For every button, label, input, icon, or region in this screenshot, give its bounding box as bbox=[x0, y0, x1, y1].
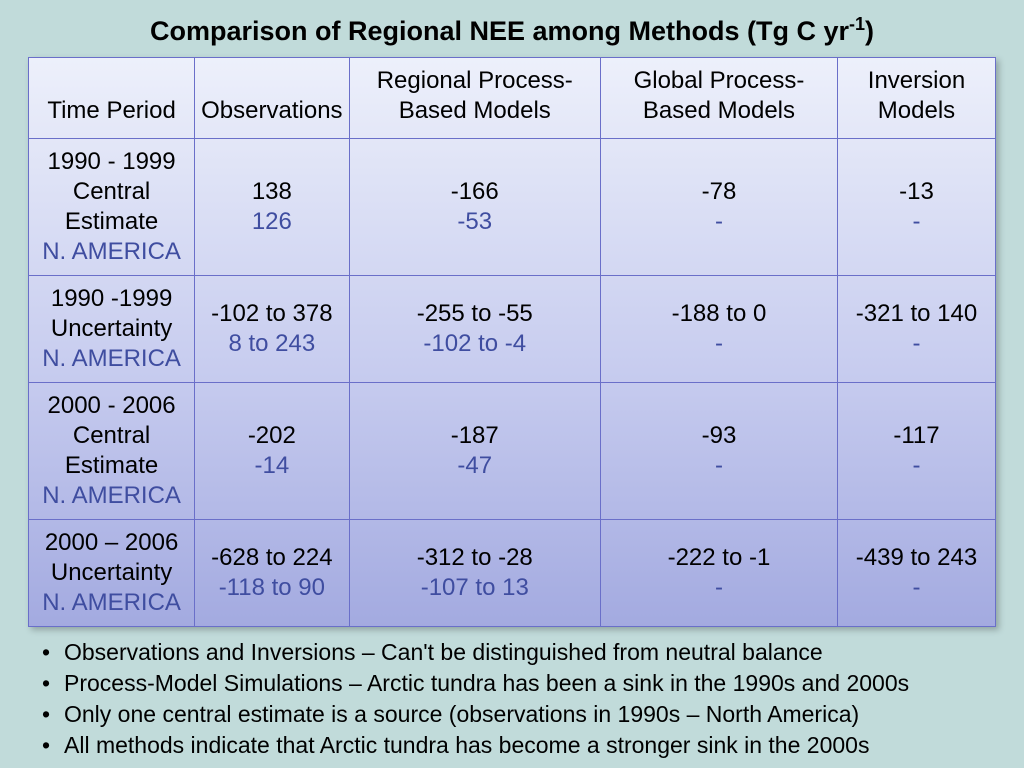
value-main: -187 bbox=[356, 421, 594, 451]
period-na: N. AMERICA bbox=[42, 345, 181, 372]
value-na: -53 bbox=[457, 208, 492, 235]
cell-reg: -166-53 bbox=[349, 139, 600, 276]
value-na: -118 to 90 bbox=[219, 574, 325, 601]
value-na: - bbox=[715, 330, 723, 357]
period-line2: Uncertainty bbox=[35, 314, 188, 344]
cell-time-period: 2000 – 2006UncertaintyN. AMERICA bbox=[29, 520, 195, 627]
value-na: -102 to -4 bbox=[423, 330, 526, 357]
notes-list: Observations and Inversions – Can't be d… bbox=[28, 637, 996, 761]
value-main: 138 bbox=[201, 177, 342, 207]
page-title: Comparison of Regional NEE among Methods… bbox=[28, 14, 996, 47]
note-item: Only one central estimate is a source (o… bbox=[40, 699, 996, 730]
value-main: -117 bbox=[844, 421, 989, 451]
value-main: -93 bbox=[607, 421, 831, 451]
cell-glob: -78- bbox=[600, 139, 837, 276]
period-na: N. AMERICA bbox=[42, 589, 181, 616]
cell-time-period: 2000 - 2006Central EstimateN. AMERICA bbox=[29, 383, 195, 520]
period-na: N. AMERICA bbox=[42, 238, 181, 265]
cell-reg: -187-47 bbox=[349, 383, 600, 520]
period-line1: 2000 – 2006 bbox=[35, 528, 188, 558]
value-main: -188 to 0 bbox=[607, 299, 831, 329]
cell-obs: -202-14 bbox=[195, 383, 349, 520]
cell-glob: -188 to 0- bbox=[600, 276, 837, 383]
value-na: - bbox=[912, 208, 920, 235]
table-row: 2000 – 2006UncertaintyN. AMERICA-628 to … bbox=[29, 520, 996, 627]
value-na: - bbox=[912, 330, 920, 357]
value-main: -202 bbox=[201, 421, 342, 451]
value-main: -13 bbox=[844, 177, 989, 207]
cell-glob: -93- bbox=[600, 383, 837, 520]
col-observations: Observations bbox=[195, 58, 349, 139]
value-main: -102 to 378 bbox=[201, 299, 342, 329]
value-na: -107 to 13 bbox=[421, 574, 529, 601]
title-main: Comparison of Regional NEE among Methods… bbox=[150, 16, 849, 46]
value-na: -47 bbox=[457, 452, 492, 479]
cell-glob: -222 to -1- bbox=[600, 520, 837, 627]
value-na: -14 bbox=[255, 452, 290, 479]
value-na: 126 bbox=[252, 208, 292, 235]
value-main: -222 to -1 bbox=[607, 543, 831, 573]
col-time-period: Time Period bbox=[29, 58, 195, 139]
value-main: -255 to -55 bbox=[356, 299, 594, 329]
col-global-models: Global Process-Based Models bbox=[600, 58, 837, 139]
value-na: - bbox=[715, 574, 723, 601]
cell-time-period: 1990 - 1999Central EstimateN. AMERICA bbox=[29, 139, 195, 276]
period-line1: 1990 -1999 bbox=[35, 284, 188, 314]
note-item: Process-Model Simulations – Arctic tundr… bbox=[40, 668, 996, 699]
note-item: Observations and Inversions – Can't be d… bbox=[40, 637, 996, 668]
period-line1: 2000 - 2006 bbox=[35, 391, 188, 421]
value-main: -312 to -28 bbox=[356, 543, 594, 573]
col-regional-models: Regional Process-Based Models bbox=[349, 58, 600, 139]
title-tail: ) bbox=[865, 16, 874, 46]
cell-reg: -312 to -28-107 to 13 bbox=[349, 520, 600, 627]
table-row: 2000 - 2006Central EstimateN. AMERICA-20… bbox=[29, 383, 996, 520]
value-na: 8 to 243 bbox=[228, 330, 315, 357]
comparison-table: Time Period Observations Regional Proces… bbox=[28, 57, 996, 627]
cell-obs: -628 to 224-118 to 90 bbox=[195, 520, 349, 627]
period-line1: 1990 - 1999 bbox=[35, 147, 188, 177]
value-main: -439 to 243 bbox=[844, 543, 989, 573]
title-sup: -1 bbox=[849, 14, 865, 34]
cell-obs: 138126 bbox=[195, 139, 349, 276]
cell-inv: -321 to 140- bbox=[837, 276, 995, 383]
cell-obs: -102 to 3788 to 243 bbox=[195, 276, 349, 383]
period-line2: Uncertainty bbox=[35, 558, 188, 588]
cell-inv: -117- bbox=[837, 383, 995, 520]
col-inversion-models: Inversion Models bbox=[837, 58, 995, 139]
value-na: - bbox=[715, 452, 723, 479]
cell-inv: -439 to 243- bbox=[837, 520, 995, 627]
note-item: All methods indicate that Arctic tundra … bbox=[40, 730, 996, 761]
period-line2: Central Estimate bbox=[35, 421, 188, 481]
period-line2: Central Estimate bbox=[35, 177, 188, 237]
value-main: -321 to 140 bbox=[844, 299, 989, 329]
cell-reg: -255 to -55-102 to -4 bbox=[349, 276, 600, 383]
cell-time-period: 1990 -1999UncertaintyN. AMERICA bbox=[29, 276, 195, 383]
table-header-row: Time Period Observations Regional Proces… bbox=[29, 58, 996, 139]
value-main: -628 to 224 bbox=[201, 543, 342, 573]
table-row: 1990 -1999UncertaintyN. AMERICA-102 to 3… bbox=[29, 276, 996, 383]
value-na: - bbox=[912, 574, 920, 601]
value-na: - bbox=[715, 208, 723, 235]
value-main: -166 bbox=[356, 177, 594, 207]
value-na: - bbox=[912, 452, 920, 479]
period-na: N. AMERICA bbox=[42, 482, 181, 509]
cell-inv: -13- bbox=[837, 139, 995, 276]
table-row: 1990 - 1999Central EstimateN. AMERICA138… bbox=[29, 139, 996, 276]
value-main: -78 bbox=[607, 177, 831, 207]
